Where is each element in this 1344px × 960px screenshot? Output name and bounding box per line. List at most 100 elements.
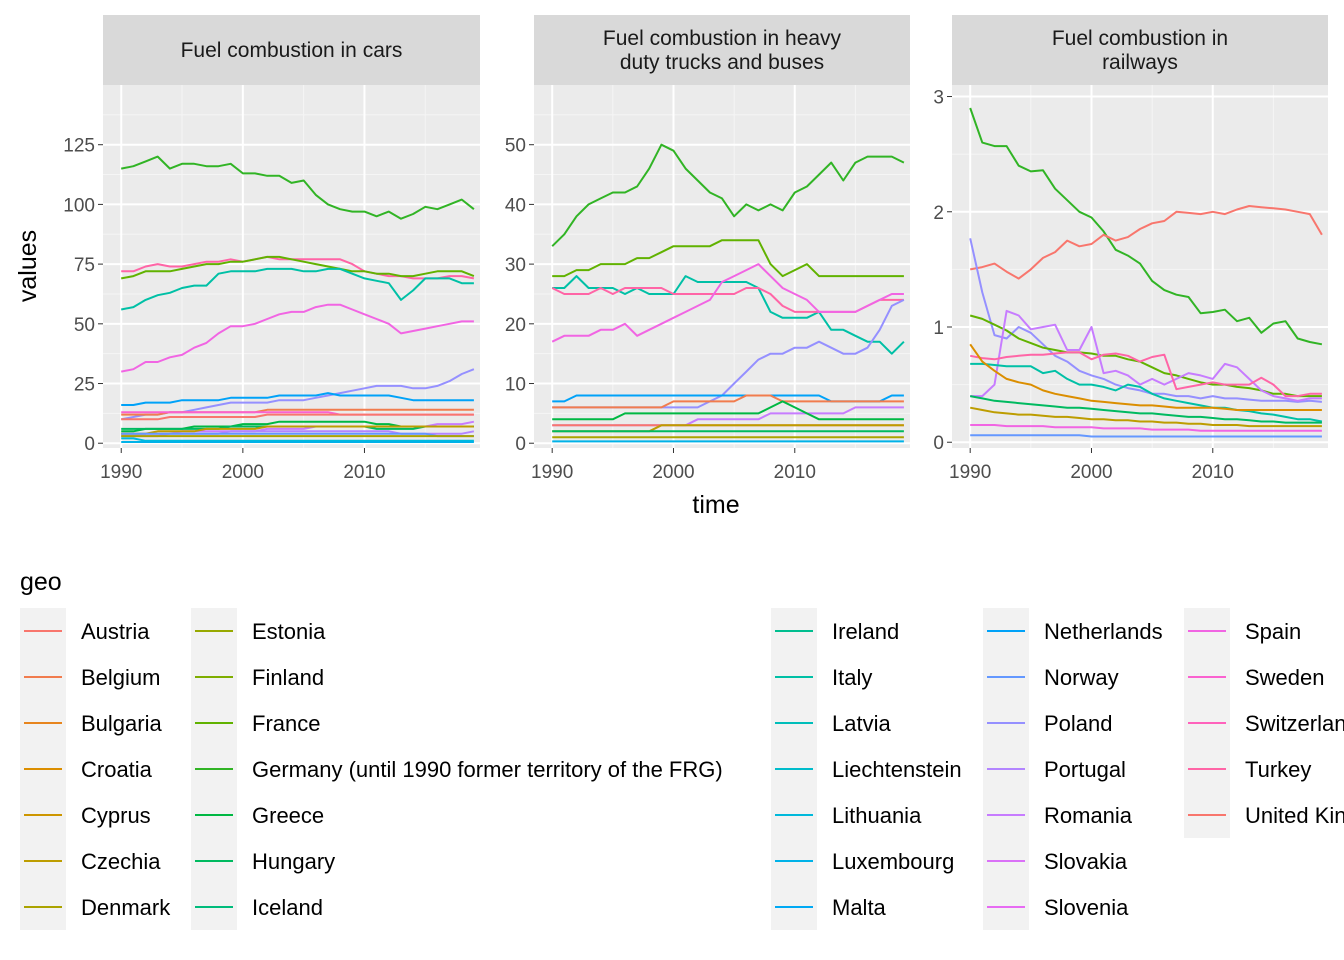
y-tick-label: 75	[74, 255, 95, 276]
legend-item: Greece	[191, 792, 324, 838]
legend-label: Estonia	[252, 619, 326, 644]
series-line-italy	[121, 267, 474, 311]
legend-item: Bulgaria	[20, 700, 162, 746]
legend-label: Bulgaria	[81, 711, 162, 736]
series-line-germany	[969, 107, 1323, 346]
legend-label: Croatia	[81, 757, 153, 782]
series-line-france	[121, 255, 475, 280]
legend-label: Hungary	[252, 849, 335, 874]
legend: geo Austria Belgium Bulgaria Croatia Cyprus Cz…	[20, 568, 1344, 930]
series-line-lithuania	[121, 437, 474, 442]
legend-label: Turkey	[1245, 757, 1311, 782]
series-line-turkey	[970, 351, 1322, 398]
legend-item: United Kingdom	[1184, 792, 1344, 838]
series-line-germany	[551, 143, 905, 247]
y-tick-label: 0	[515, 434, 526, 455]
legend-item: Malta	[771, 884, 887, 930]
legend-label: France	[252, 711, 320, 736]
legend-item: Turkey	[1184, 746, 1311, 792]
legend-label: Italy	[832, 665, 872, 690]
legend-item: Netherlands	[983, 608, 1163, 654]
facet-strip	[103, 15, 480, 85]
facet-title: duty trucks and buses	[620, 51, 824, 74]
x-tick-label: 1990	[531, 462, 573, 483]
legend-label: Malta	[832, 895, 887, 920]
facet-strip	[952, 15, 1328, 85]
legend-label: Switzerland	[1245, 711, 1344, 736]
legend-item: Romania	[983, 792, 1133, 838]
legend-label: Sweden	[1245, 665, 1325, 690]
legend-label: Czechia	[81, 849, 161, 874]
y-tick-label: 0	[84, 434, 95, 455]
series-line-poland	[969, 238, 1322, 403]
legend-item: Luxembourg	[771, 838, 954, 884]
series-line-belgium	[552, 394, 904, 409]
series-line-austria	[121, 413, 474, 421]
legend-item: Finland	[191, 654, 324, 700]
series-line-italy	[970, 362, 1323, 423]
series-line-turkey	[121, 255, 475, 280]
y-tick-label: 25	[74, 375, 95, 396]
y-tick-label: 30	[505, 255, 526, 276]
series-line-spain	[121, 303, 474, 373]
x-tick-label: 2000	[652, 462, 694, 483]
legend-label: Belgium	[81, 665, 160, 690]
series-line-germany	[121, 155, 475, 220]
y-tick-label: 2	[933, 203, 944, 224]
series-line-hungary	[970, 395, 1322, 424]
y-tick-label: 125	[63, 136, 95, 157]
legend-item: Belgium	[20, 654, 160, 700]
series-line-romania	[970, 309, 1322, 402]
y-tick-label: 100	[63, 195, 95, 216]
x-tick-label: 2010	[774, 462, 816, 483]
legend-item: Iceland	[191, 884, 323, 930]
legend-item: Croatia	[20, 746, 153, 792]
legend-label: Finland	[252, 665, 324, 690]
series-line-spain	[551, 263, 904, 343]
series-line-italy	[552, 275, 905, 355]
legend-item: Sweden	[1184, 654, 1325, 700]
legend-item: Norway	[983, 654, 1119, 700]
series-line-norway	[121, 432, 474, 438]
series-line-united	[970, 205, 1323, 280]
legend-label: Latvia	[832, 711, 891, 736]
legend-label: Austria	[81, 619, 150, 644]
legend-item: Czechia	[20, 838, 161, 884]
panel-background	[103, 85, 480, 448]
legend-item: Hungary	[191, 838, 335, 884]
panel-background	[534, 85, 910, 448]
legend-label: Lithuania	[832, 803, 922, 828]
legend-item: Ireland	[771, 608, 899, 654]
legend-item: Estonia	[191, 608, 326, 654]
legend-item: Slovenia	[983, 884, 1129, 930]
legend-item: Cyprus	[20, 792, 151, 838]
y-tick-label: 50	[505, 136, 526, 157]
panel-1: Fuel combustion in cars 0 25 50 75 100 125 1990…	[63, 15, 480, 483]
legend-label: Cyprus	[81, 803, 151, 828]
facet-title: Fuel combustion in cars	[181, 39, 403, 62]
legend-item: Lithuania	[771, 792, 922, 838]
x-tick-label: 2010	[343, 462, 385, 483]
y-tick-label: 1	[933, 318, 944, 339]
legend-item: Poland	[983, 700, 1113, 746]
legend-item: Italy	[771, 654, 872, 700]
facet-title: Fuel combustion in	[1052, 27, 1228, 50]
series-line-norway	[970, 434, 1322, 438]
y-axis-title: values	[14, 230, 42, 302]
legend-item: Portugal	[983, 746, 1126, 792]
series-line-france	[552, 239, 904, 278]
x-tick-label: 1990	[100, 462, 142, 483]
y-tick-label: 50	[74, 315, 95, 336]
facet-title: railways	[1102, 51, 1178, 74]
y-tick-label: 0	[933, 433, 944, 454]
legend-item: Spain	[1184, 608, 1301, 654]
legend-label: Netherlands	[1044, 619, 1163, 644]
x-axis-title: time	[692, 491, 739, 519]
legend-item: France	[191, 700, 320, 746]
legend-item: Switzerland	[1184, 700, 1344, 746]
legend-label: Slovenia	[1044, 895, 1129, 920]
x-tick-label: 2000	[1070, 462, 1112, 483]
legend-label: Greece	[252, 803, 324, 828]
legend-label: Iceland	[252, 895, 323, 920]
